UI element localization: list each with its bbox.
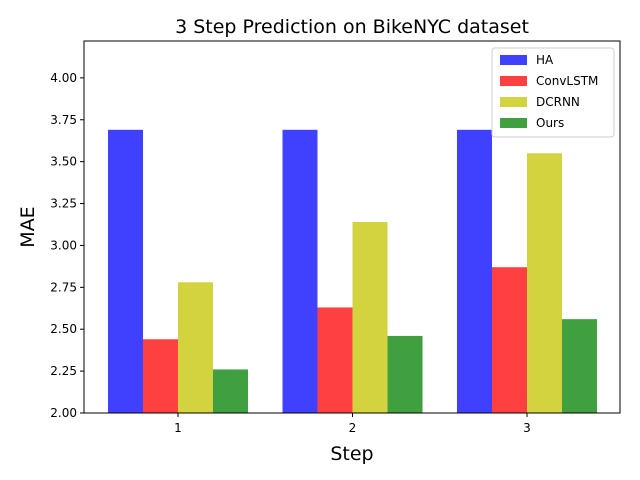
bar-ours-step-3 xyxy=(562,319,597,413)
bar-ours-step-1 xyxy=(213,369,248,413)
x-axis-ticks: 1 2 3 xyxy=(174,413,531,435)
x-tick-label: 2 xyxy=(349,421,357,435)
y-axis-label: MAE xyxy=(17,206,39,247)
y-tick-label: 4.00 xyxy=(50,71,77,85)
legend-box xyxy=(491,47,615,138)
bar-ha-step-3 xyxy=(457,129,492,414)
y-tick-label: 3.75 xyxy=(50,113,77,127)
chart-title: 3 Step Prediction on BikeNYC dataset xyxy=(175,16,529,38)
bar-convlstm-step-3 xyxy=(492,267,527,413)
legend-label-convlstm: ConvLSTM xyxy=(536,74,598,88)
y-tick-label: 2.50 xyxy=(50,322,77,336)
legend-swatch-ha xyxy=(500,55,527,65)
bar-convlstm-step-1 xyxy=(143,339,178,413)
plot-frame xyxy=(83,40,621,414)
bar-convlstm-step-2 xyxy=(317,307,353,413)
legend-label-ha: HA xyxy=(536,53,554,67)
legend-swatch-convlstm xyxy=(500,76,527,86)
y-axis-ticks: 2.00 2.25 2.50 2.75 3.00 3.25 3.50 3.75 4.00 xyxy=(50,71,84,420)
x-axis-label: Step xyxy=(330,443,373,465)
y-tick-label: 3.25 xyxy=(50,197,77,211)
bar-dcrnn-step-3 xyxy=(527,153,562,413)
bar-dcrnn-step-2 xyxy=(352,221,388,413)
y-tick-label: 2.00 xyxy=(50,406,77,420)
bar-dcrnn-step-1 xyxy=(178,282,213,413)
legend-label-dcrnn: DCRNN xyxy=(536,95,580,109)
legend: HA ConvLSTM DCRNN Ours xyxy=(491,47,615,138)
y-tick-label: 3.50 xyxy=(50,155,77,169)
y-tick-label: 2.25 xyxy=(50,364,77,378)
legend-swatch-ours xyxy=(500,118,527,128)
x-tick-label: 1 xyxy=(174,421,182,435)
y-tick-label: 2.75 xyxy=(50,280,77,294)
x-tick-label: 3 xyxy=(523,421,531,435)
bar-ours-step-2 xyxy=(387,335,423,413)
legend-swatch-dcrnn xyxy=(500,97,527,107)
bars-group xyxy=(108,129,597,414)
bar-ha-step-1 xyxy=(108,129,143,414)
legend-label-ours: Ours xyxy=(536,116,564,130)
bar-ha-step-2 xyxy=(282,129,318,414)
y-tick-label: 3.00 xyxy=(50,238,77,252)
